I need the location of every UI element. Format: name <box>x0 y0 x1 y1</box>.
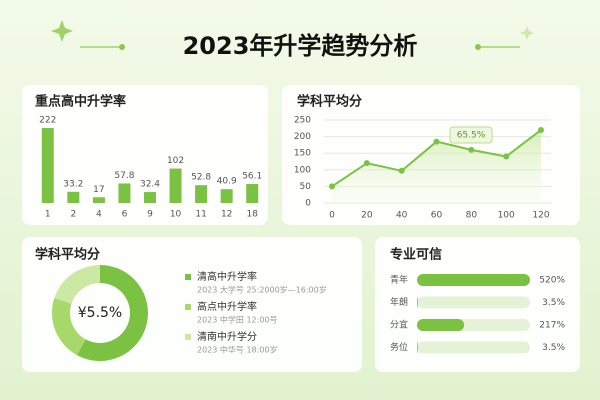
x-tick-label: 4 <box>96 210 102 220</box>
bar <box>41 128 54 203</box>
point <box>538 126 544 133</box>
value-label: 217% <box>539 321 565 331</box>
x-tick-label: 2 <box>70 210 76 220</box>
data-label: 52.8 <box>191 173 211 183</box>
legend-marker <box>185 304 191 310</box>
point <box>503 153 510 160</box>
data-label: 102 <box>167 156 184 166</box>
x-tick-label: 18 <box>246 210 258 220</box>
pie-segment <box>52 298 86 356</box>
data-label: 40.9 <box>217 177 237 187</box>
x-tick-label: 40 <box>396 211 408 221</box>
bar <box>118 183 131 203</box>
point <box>329 183 335 190</box>
data-label: 32.4 <box>140 180 160 190</box>
panel-title: 学科平均分 <box>35 247 100 263</box>
bar <box>417 341 418 354</box>
x-tick-label: 100 <box>498 211 515 221</box>
pie-segment <box>54 265 100 304</box>
title-decor <box>475 44 481 50</box>
x-tick-label: 80 <box>466 211 478 221</box>
bar-track <box>417 341 530 354</box>
point <box>468 146 475 153</box>
legend-label: 清南中升学分 <box>197 330 257 343</box>
y-tick-label: 150 <box>294 149 311 159</box>
category-label: 年朗 <box>390 296 408 308</box>
legend-label: 清高中升学率 <box>197 270 257 283</box>
x-tick-label: 20 <box>361 211 373 221</box>
annotation: 65.5% <box>457 131 486 141</box>
bar <box>417 274 530 286</box>
bar <box>67 191 80 203</box>
bar-track <box>417 296 530 309</box>
sparkle <box>520 26 534 40</box>
x-tick-label: 10 <box>170 210 182 220</box>
y-tick-label: 100 <box>294 165 311 175</box>
bar <box>144 192 156 203</box>
bar <box>169 168 182 203</box>
legend-marker <box>185 334 191 340</box>
x-tick-label: 12 <box>221 210 232 220</box>
panel-title: 学科平均分 <box>297 94 362 110</box>
bar <box>417 296 418 309</box>
value-label: 3.5% <box>542 343 565 353</box>
legend-label: 高点中升学率 <box>197 300 257 313</box>
panel-title: 专业可信 <box>390 247 442 263</box>
point <box>363 160 370 167</box>
data-label: 222 <box>39 116 56 126</box>
x-tick-label: 0 <box>329 211 335 221</box>
x-tick-label: 6 <box>122 210 128 220</box>
bar <box>195 185 208 203</box>
bar <box>92 197 105 203</box>
data-label: 57.8 <box>114 171 134 181</box>
legend-subtitle: 2023 中学田 12:00号 <box>197 315 278 325</box>
point <box>433 138 440 145</box>
center-label: ¥5.5% <box>78 305 122 321</box>
x-tick-label: 9 <box>147 210 153 220</box>
x-tick-label: 120 <box>532 211 549 221</box>
y-tick-label: 0 <box>305 199 311 209</box>
y-tick-label: 200 <box>294 132 311 142</box>
category-label: 分宜 <box>390 319 408 331</box>
page-title: 2023年升学趋势分析 <box>183 32 418 60</box>
data-label: 33.2 <box>63 179 83 189</box>
sparkle <box>51 20 73 42</box>
point <box>398 167 405 174</box>
category-label: 青年 <box>390 274 408 286</box>
annotation-box <box>449 126 493 144</box>
y-tick-label: 250 <box>294 116 311 126</box>
legend-subtitle: 2023 中华号 18:00岁 <box>197 345 278 355</box>
value-label: 3.5% <box>542 298 565 308</box>
bar <box>417 319 465 331</box>
legend-marker <box>185 274 191 280</box>
x-tick-label: 60 <box>431 211 443 221</box>
bar <box>246 184 259 203</box>
panel-title: 重点高中升学率 <box>35 94 126 110</box>
legend-subtitle: 2023 大学号 25:2000岁—16:00岁 <box>197 285 327 295</box>
x-tick-label: 11 <box>195 210 206 220</box>
x-tick-label: 1 <box>45 210 51 220</box>
area <box>332 129 541 203</box>
data-label: 17 <box>93 185 104 195</box>
y-tick-label: 50 <box>300 182 312 192</box>
pie-segment <box>76 265 149 361</box>
value-label: 520% <box>539 276 565 286</box>
category-label: 务位 <box>390 341 408 353</box>
title-decor <box>119 44 125 50</box>
bar <box>220 189 233 203</box>
data-label: 56.1 <box>242 172 262 182</box>
